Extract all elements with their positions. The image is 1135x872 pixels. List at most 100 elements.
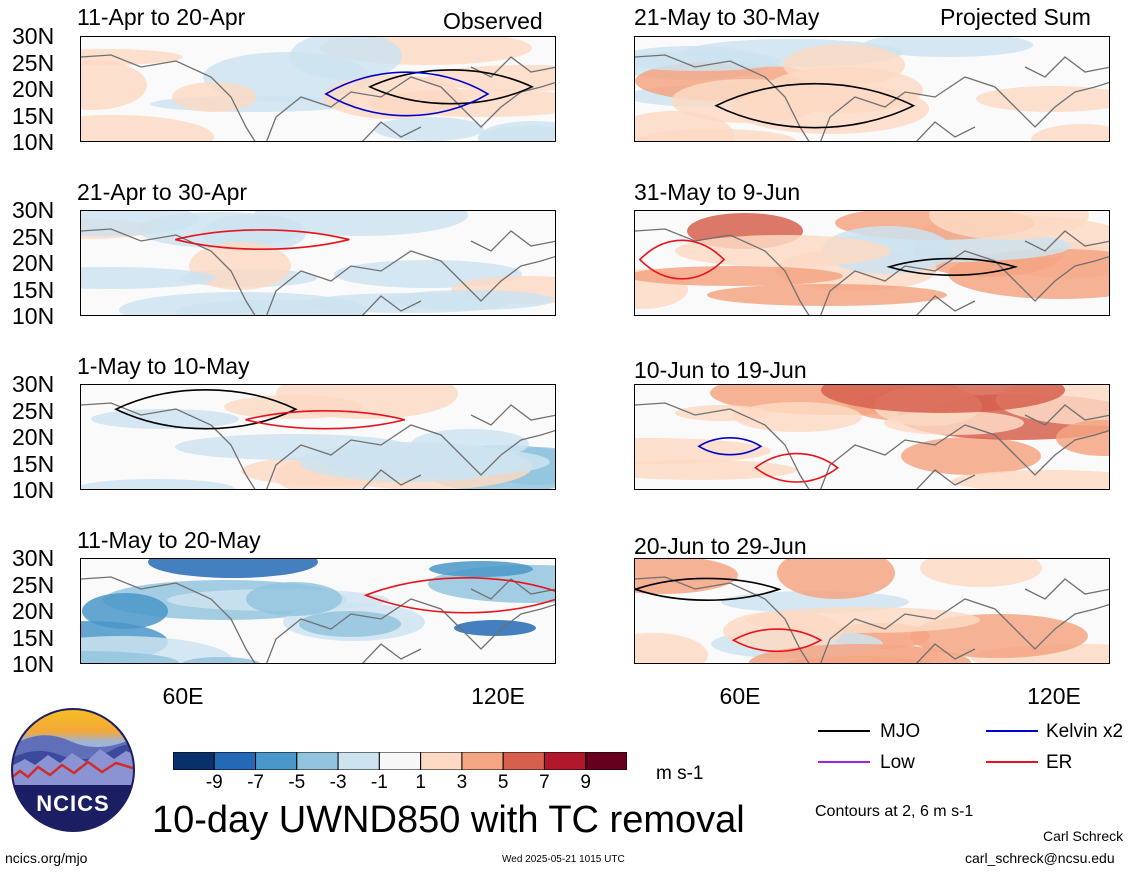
colorbar-swatch: [502, 751, 545, 771]
panel-title: 11-Apr to 20-Apr: [77, 4, 246, 30]
author-name: Carl Schreck: [1043, 828, 1124, 844]
lat-tick-label: 20N: [12, 250, 55, 276]
lat-tick-label: 15N: [12, 276, 55, 303]
contour-levels-note: Contours at 2, 6 m s-1: [815, 803, 974, 820]
contour-line: [245, 410, 405, 430]
colorbar-swatch: [337, 751, 380, 771]
legend-low: Low: [880, 752, 915, 773]
coastline: [635, 54, 1109, 141]
contour-line: [697, 437, 763, 456]
colorbar-tick-label: -7: [247, 772, 264, 793]
lat-tick-label: 15N: [12, 450, 55, 477]
map-field: [81, 385, 555, 489]
panel-title: 10-Jun to 19-Jun: [634, 357, 807, 383]
colorbar-swatch: [296, 751, 339, 771]
colorbar-tick-label: 9: [580, 772, 591, 793]
colorbar-swatch: [585, 751, 628, 771]
ncics-logo-graphic: [11, 708, 135, 832]
map-panel: [634, 36, 1110, 142]
lat-tick-label: 30N: [12, 371, 55, 397]
lat-tick-label: 20N: [12, 424, 55, 450]
colorbar-swatch: [461, 751, 504, 771]
map-field: [635, 37, 1109, 141]
colorbar-tick-label: -3: [329, 772, 347, 793]
colorbar-tick-label: 1: [415, 772, 426, 793]
contour-line: [714, 82, 916, 129]
coastline: [635, 576, 1109, 663]
map-field: [635, 559, 1109, 663]
ncics-logo: NCICS: [10, 707, 136, 833]
contour-line: [886, 257, 1019, 276]
map-panel: [634, 384, 1110, 490]
legend-er: ER: [1046, 752, 1073, 773]
contour-line: [114, 388, 298, 430]
coastline: [635, 402, 1109, 489]
lat-tick-label: 15N: [12, 102, 55, 129]
colorbar-swatch: [378, 751, 422, 771]
colorbar-swatch: [172, 751, 215, 771]
lat-tick-label: 25N: [12, 49, 55, 76]
lat-tick-label: 30N: [12, 23, 55, 49]
observed-label: Observed: [443, 8, 543, 34]
lat-tick-label: 10N: [12, 477, 55, 503]
main-title: 10-day UWND850 with TC removal: [152, 799, 745, 841]
contour-line: [175, 229, 350, 251]
lat-tick-label: 10N: [12, 651, 55, 677]
colorbar-tick-label: -9: [205, 772, 223, 793]
panel-title: 21-Apr to 30-Apr: [77, 179, 248, 205]
lon-tick-60e: 60E: [162, 683, 204, 709]
coastline: [81, 402, 555, 489]
map-field: [635, 211, 1109, 315]
ncics-logo-text: NCICS: [36, 791, 110, 816]
panel-title: 21-May to 30-May: [634, 4, 820, 30]
legend-kelvin: Kelvin x2: [1046, 721, 1124, 742]
colorbar: [172, 751, 628, 771]
colorbar-tick-label: -5: [288, 772, 306, 793]
contour-line: [635, 577, 782, 601]
colorbar-tick-label: -1: [370, 772, 388, 793]
map-field: [81, 37, 555, 141]
source-url: ncics.org/mjo: [5, 850, 88, 866]
contour-line: [638, 239, 726, 280]
legend-swatches-right: [986, 730, 1038, 763]
lon-tick-120e: 120E: [471, 683, 525, 709]
contour-line: [363, 577, 555, 614]
author-email: carl_schreck@ncsu.edu: [965, 850, 1115, 866]
colorbar-unit: m s-1: [656, 763, 704, 784]
contour-line: [324, 71, 490, 117]
lat-tick-label: 30N: [12, 545, 55, 571]
lat-tick-label: 10N: [12, 129, 55, 155]
projected-label: Projected Sum: [940, 4, 1091, 30]
contour-line: [754, 452, 840, 483]
lat-tick-label: 15N: [12, 624, 55, 651]
colorbar-tick-label: 3: [456, 772, 468, 793]
coastline: [81, 576, 555, 663]
colorbar-swatch: [420, 751, 463, 771]
lat-tick-label: 25N: [12, 571, 55, 598]
lat-tick-label: 25N: [12, 397, 55, 424]
lat-tick-label: 10N: [12, 303, 55, 329]
colorbar-swatch: [213, 751, 257, 771]
colorbar-swatch: [543, 751, 587, 771]
lat-tick-label: 25N: [12, 223, 55, 250]
map-panel: [80, 558, 556, 664]
map-field: [81, 559, 555, 663]
colorbar-tick-label: 7: [539, 772, 550, 793]
panel-title: 1-May to 10-May: [77, 353, 250, 379]
lat-tick-label: 20N: [12, 76, 55, 102]
legend-mjo: MJO: [880, 721, 921, 742]
legend-swatches-left: [818, 730, 870, 763]
lat-tick-label: 30N: [12, 197, 55, 223]
map-panel: [634, 210, 1110, 316]
timestamp: Wed 2025-05-21 1015 UTC: [502, 854, 625, 865]
colorbar-swatches: [172, 751, 628, 771]
map-field: [635, 385, 1109, 489]
panel-title: 20-Jun to 29-Jun: [634, 533, 807, 559]
panel-title: 31-May to 9-Jun: [634, 179, 801, 205]
map-panel: [80, 384, 556, 490]
panel-title: 11-May to 20-May: [77, 527, 261, 553]
map-field: [81, 211, 555, 315]
map-panel: [80, 210, 556, 316]
map-panel: [80, 36, 556, 142]
map-panel: [634, 558, 1110, 664]
